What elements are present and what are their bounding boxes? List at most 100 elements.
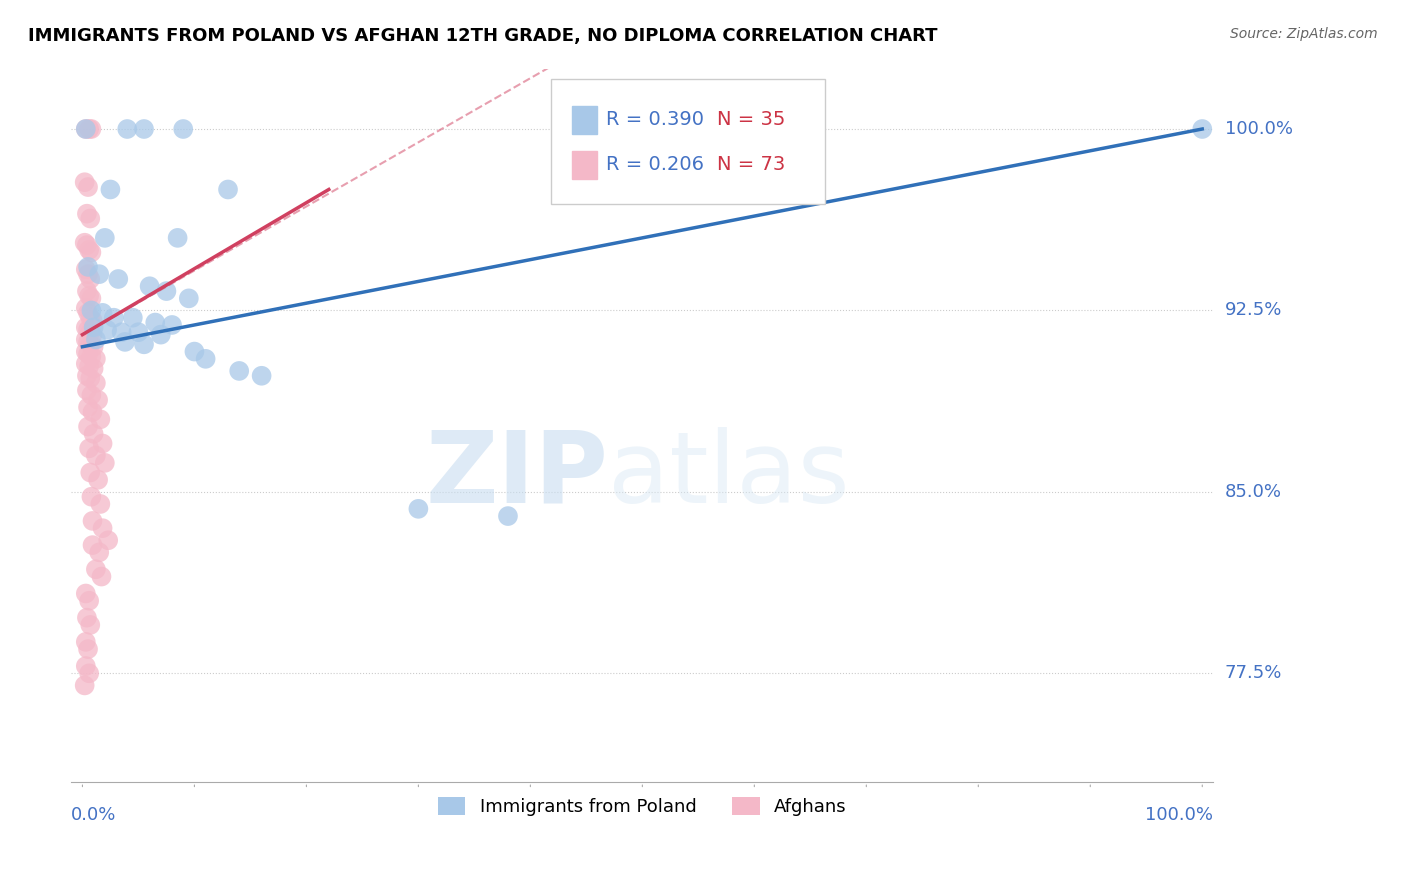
Point — [91, 306, 114, 320]
Point — [408, 501, 430, 516]
Point — [75, 635, 97, 649]
Point — [84, 351, 107, 366]
Point — [121, 310, 143, 325]
Point — [79, 325, 101, 339]
Point — [77, 306, 100, 320]
Point — [75, 320, 97, 334]
Point — [76, 284, 98, 298]
Point — [80, 245, 103, 260]
Point — [166, 231, 188, 245]
Point — [76, 610, 98, 624]
Point — [97, 533, 120, 548]
Point — [82, 313, 104, 327]
Point — [84, 562, 107, 576]
Point — [73, 235, 96, 250]
Point — [127, 325, 149, 339]
Point — [80, 350, 103, 364]
Point — [77, 401, 100, 415]
Point — [250, 368, 273, 383]
Point — [75, 122, 97, 136]
Point — [76, 207, 98, 221]
Legend: Immigrants from Poland, Afghans: Immigrants from Poland, Afghans — [430, 789, 853, 823]
Point — [114, 334, 136, 349]
Point — [89, 412, 111, 426]
Point — [107, 272, 129, 286]
Point — [75, 659, 97, 673]
Point — [84, 333, 107, 347]
Point — [87, 473, 110, 487]
Point — [149, 327, 172, 342]
FancyBboxPatch shape — [571, 151, 596, 179]
Point — [77, 442, 100, 456]
Point — [89, 497, 111, 511]
Text: 100.0%: 100.0% — [1146, 806, 1213, 824]
Point — [76, 368, 98, 383]
Text: 92.5%: 92.5% — [1225, 301, 1282, 319]
Text: R = 0.390: R = 0.390 — [606, 111, 704, 129]
Point — [77, 334, 100, 349]
Point — [228, 364, 250, 378]
Point — [82, 327, 104, 342]
Text: atlas: atlas — [607, 426, 849, 524]
Text: 85.0%: 85.0% — [1225, 483, 1282, 501]
Point — [94, 231, 117, 245]
Point — [115, 122, 138, 136]
Point — [89, 545, 111, 559]
Point — [75, 122, 97, 136]
Point — [84, 376, 107, 390]
Point — [100, 182, 122, 196]
Point — [79, 211, 101, 226]
Point — [132, 122, 155, 136]
Point — [77, 243, 100, 257]
Point — [77, 347, 100, 361]
Text: 0.0%: 0.0% — [72, 806, 117, 824]
Point — [80, 122, 103, 136]
Point — [496, 509, 519, 524]
Point — [80, 291, 103, 305]
Text: R = 0.206: R = 0.206 — [606, 155, 704, 174]
Point — [111, 325, 134, 339]
Text: N = 35: N = 35 — [717, 111, 785, 129]
Point — [83, 340, 105, 354]
Point — [160, 318, 183, 332]
Text: Source: ZipAtlas.com: Source: ZipAtlas.com — [1230, 27, 1378, 41]
Point — [90, 569, 112, 583]
Point — [73, 678, 96, 692]
Point — [75, 357, 97, 371]
Point — [91, 436, 114, 450]
Point — [83, 426, 105, 441]
Text: 77.5%: 77.5% — [1225, 665, 1282, 682]
Point — [177, 291, 200, 305]
Point — [82, 405, 104, 419]
Point — [91, 521, 114, 535]
Point — [77, 122, 100, 136]
Point — [77, 323, 100, 337]
Point — [217, 182, 239, 196]
Point — [77, 666, 100, 681]
Point — [183, 344, 205, 359]
Point — [77, 359, 100, 373]
Point — [79, 466, 101, 480]
Point — [143, 316, 166, 330]
Point — [77, 419, 100, 434]
Point — [194, 351, 217, 366]
Point — [87, 392, 110, 407]
Point — [75, 586, 97, 600]
Point — [75, 344, 97, 359]
Point — [77, 267, 100, 281]
Point — [96, 323, 118, 337]
Point — [77, 642, 100, 657]
Point — [82, 514, 104, 528]
Text: 100.0%: 100.0% — [1225, 120, 1292, 138]
Point — [79, 310, 101, 325]
Point — [76, 238, 98, 252]
Point — [75, 301, 97, 315]
Point — [80, 490, 103, 504]
Point — [77, 289, 100, 303]
FancyBboxPatch shape — [551, 79, 825, 204]
Point — [73, 175, 96, 189]
Point — [75, 333, 97, 347]
Text: N = 73: N = 73 — [717, 155, 785, 174]
Point — [79, 272, 101, 286]
Point — [77, 260, 100, 274]
